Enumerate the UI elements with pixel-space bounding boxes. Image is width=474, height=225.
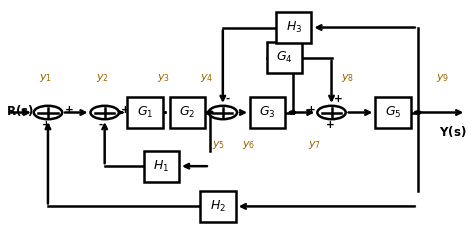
Text: +: +	[42, 120, 51, 130]
FancyBboxPatch shape	[250, 97, 285, 128]
Text: $y_1$: $y_1$	[39, 72, 52, 84]
Circle shape	[318, 106, 346, 119]
Text: $y_7$: $y_7$	[309, 139, 321, 151]
Text: +: +	[334, 94, 343, 104]
Text: $y_6$: $y_6$	[242, 139, 255, 151]
Text: $H_3$: $H_3$	[285, 20, 302, 35]
FancyBboxPatch shape	[201, 191, 236, 222]
FancyBboxPatch shape	[127, 97, 163, 128]
Circle shape	[91, 106, 119, 119]
Circle shape	[414, 111, 421, 114]
Text: $y_9$: $y_9$	[436, 72, 449, 84]
Text: $\mathbf{R(s)}$: $\mathbf{R(s)}$	[6, 103, 34, 118]
Text: $G_1$: $G_1$	[137, 105, 153, 120]
Text: $y_5$: $y_5$	[212, 139, 226, 151]
Text: +: +	[64, 105, 73, 115]
FancyBboxPatch shape	[144, 151, 179, 182]
Text: $y_2$: $y_2$	[96, 72, 109, 84]
Text: -: -	[99, 120, 103, 130]
FancyBboxPatch shape	[375, 97, 410, 128]
Text: $y_8$: $y_8$	[341, 72, 355, 84]
Text: $G_5$: $G_5$	[385, 105, 401, 120]
Text: $G_4$: $G_4$	[276, 50, 292, 65]
Circle shape	[207, 111, 213, 114]
FancyBboxPatch shape	[276, 12, 311, 43]
Text: +: +	[121, 105, 130, 115]
Text: $y_4$: $y_4$	[200, 72, 213, 84]
Text: -: -	[225, 94, 229, 104]
Circle shape	[289, 111, 296, 114]
Text: $G_2$: $G_2$	[179, 105, 195, 120]
Text: $H_2$: $H_2$	[210, 199, 226, 214]
Text: +: +	[198, 105, 207, 115]
Text: $H_1$: $H_1$	[153, 159, 169, 174]
Circle shape	[209, 106, 237, 119]
Text: $G_3$: $G_3$	[259, 105, 276, 120]
FancyBboxPatch shape	[266, 42, 302, 73]
Circle shape	[34, 106, 62, 119]
Text: +: +	[326, 120, 335, 130]
Text: $y_3$: $y_3$	[157, 72, 170, 84]
Text: +: +	[307, 105, 316, 115]
Text: $\mathbf{Y(s)}$: $\mathbf{Y(s)}$	[439, 124, 466, 139]
FancyBboxPatch shape	[170, 97, 205, 128]
